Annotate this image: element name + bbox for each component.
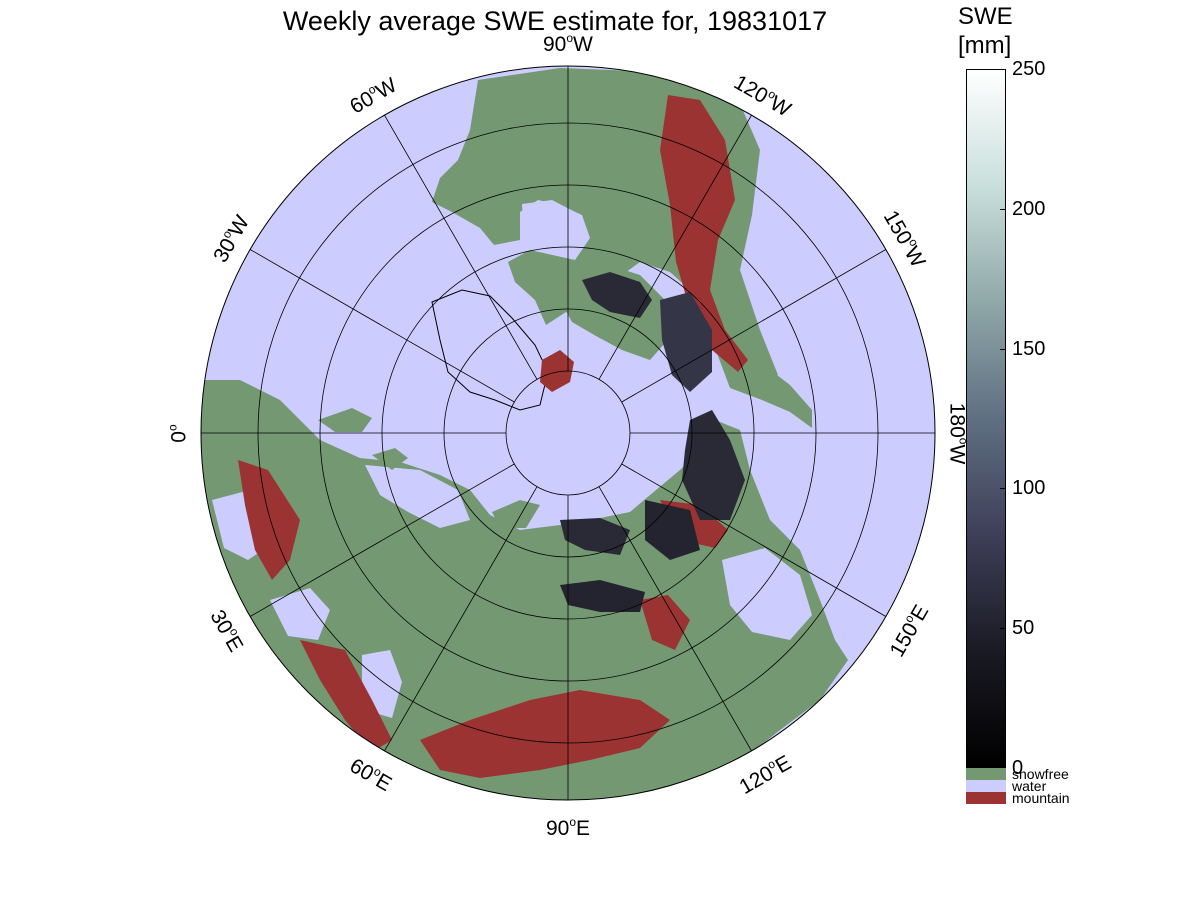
legend-swatch-mountain <box>966 792 1006 804</box>
colorbar-tick-label: 150 <box>1012 337 1046 360</box>
colorbar-tick-mark <box>1000 69 1006 70</box>
colorbar-tick-label: 50 <box>1012 617 1035 640</box>
alps-region <box>238 460 300 580</box>
figure-title: Weekly average SWE estimate for, 1983101… <box>282 6 828 36</box>
snow-cover-central-siberia <box>560 518 630 555</box>
globe-outline <box>200 65 936 801</box>
longitude-value: 90 <box>543 32 567 56</box>
meridian-line <box>384 114 538 380</box>
longitude-value: 90 <box>546 816 570 840</box>
meridian-line <box>384 486 538 752</box>
snow-cover-east-siberia <box>682 410 745 520</box>
legend-label-snowfree: snowfree <box>1012 766 1069 782</box>
snow-cover-canada <box>582 272 652 318</box>
legend-label-water: water <box>1012 778 1047 794</box>
colorbar-tick-label: 0 <box>1012 757 1024 779</box>
okhotsk-sea <box>722 548 812 640</box>
colorbar-tick-label: 250 <box>1012 58 1046 80</box>
greenland-south-tip <box>540 350 574 392</box>
degree-symbol: o <box>566 30 574 45</box>
longitude-value: 0 <box>167 430 191 443</box>
meridian-line <box>249 249 515 403</box>
hudson-bay <box>522 200 586 256</box>
greenland <box>431 289 549 411</box>
kara-sea <box>365 465 470 528</box>
longitude-hemisphere: W <box>945 443 969 464</box>
meridian-line <box>598 486 752 752</box>
colorbar-tick-mark <box>1000 628 1006 630</box>
degree-symbol: o <box>165 423 180 431</box>
snow-cover-taymyr <box>560 580 645 612</box>
legend-swatch-snowfree <box>966 768 1006 780</box>
meridian-line <box>249 463 515 617</box>
snow-cover-siberia <box>645 500 700 560</box>
meridian-line <box>621 249 887 403</box>
colorbar-tick-mark <box>1000 348 1006 350</box>
longitude-grid <box>201 66 935 800</box>
longitude-label-90w: 90oW <box>543 26 593 57</box>
colorbar-tick-mark <box>1000 488 1006 490</box>
colorbar-title-line1: SWE <box>958 3 1013 30</box>
longitude-hemisphere: E <box>576 816 591 840</box>
colorbar-title: SWE [mm] <box>958 2 1013 60</box>
longitude-hemisphere: W <box>573 32 593 56</box>
rocky-mountains <box>660 95 748 372</box>
black-sea <box>270 588 330 640</box>
legend-swatch-water <box>966 780 1006 792</box>
novaya-zemlya <box>492 500 540 528</box>
colorbar-tick-label: 100 <box>1012 477 1046 500</box>
colorbar-tick-label: 200 <box>1012 197 1046 220</box>
caucasus-region <box>300 640 392 752</box>
longitude-value: 180 <box>945 402 969 438</box>
iceland <box>318 408 372 432</box>
colorbar-title-line2: [mm] <box>958 32 1012 59</box>
legend-label-mountain: mountain <box>1012 790 1070 806</box>
colorbar-tick-mark <box>1000 208 1006 210</box>
longitude-label-0: 0o <box>161 424 192 442</box>
meridian-line <box>621 463 887 617</box>
siberian-mountains <box>640 595 690 650</box>
meridian-line <box>598 114 752 380</box>
himalaya-region <box>420 690 670 778</box>
colorbar <box>966 69 1006 768</box>
degree-symbol: o <box>569 814 577 829</box>
svalbard <box>372 448 408 470</box>
longitude-label-90e: 90oE <box>546 810 590 841</box>
